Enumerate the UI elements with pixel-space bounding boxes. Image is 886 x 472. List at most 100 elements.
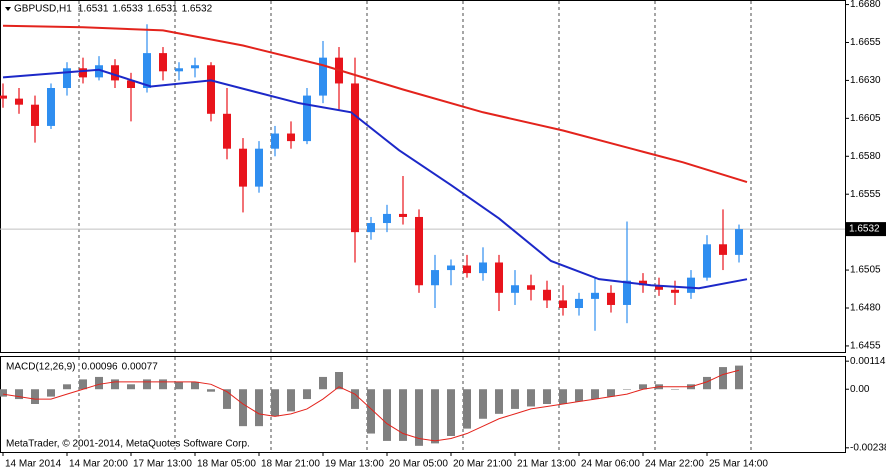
candle-body	[143, 53, 151, 88]
macd-bar	[239, 389, 247, 427]
macd-bar	[271, 389, 279, 417]
x-tick-label: 25 Mar 14:00	[709, 459, 768, 470]
candle-body	[671, 289, 679, 293]
x-tick-label: 21 Mar 13:00	[517, 459, 576, 470]
candle-body	[479, 262, 487, 274]
macd-bar	[511, 389, 519, 409]
macd-bar	[351, 389, 359, 409]
y-tick-label: 1.6580	[850, 151, 881, 162]
candle-body	[447, 265, 455, 271]
macd-bar	[671, 389, 679, 390]
macd-bar	[335, 372, 343, 390]
header-value: 0.00096	[81, 362, 118, 373]
header-value: 1.6532	[182, 4, 213, 15]
candle-body	[591, 292, 599, 299]
macd-bar	[463, 389, 471, 429]
macd-bar	[575, 389, 583, 402]
macd-bar	[319, 376, 327, 390]
macd-bar	[607, 389, 615, 397]
candle-body	[207, 65, 215, 114]
macd-bar	[495, 389, 503, 414]
candle-body	[735, 229, 743, 255]
candle-body	[399, 213, 407, 217]
x-tick-label: 24 Mar 06:00	[581, 459, 640, 470]
macd-bar	[703, 376, 711, 390]
macd-bar	[15, 389, 23, 400]
candle-body	[95, 65, 103, 78]
x-tick-label: 19 Mar 13:00	[325, 459, 384, 470]
candle-body	[719, 244, 727, 255]
candle-body	[31, 104, 39, 126]
y-tick-label: 1.6455	[850, 341, 881, 352]
candle-body	[607, 292, 615, 305]
macd-bar	[175, 381, 183, 390]
macd-bar	[31, 389, 39, 404]
y-tick-label: 1.6630	[850, 75, 881, 86]
candle-body	[367, 223, 375, 233]
macd-bar	[383, 389, 391, 441]
candle-body	[639, 280, 647, 286]
macd-bar	[735, 365, 743, 390]
macd-bar	[543, 389, 551, 404]
y-tick-label: 1.6505	[850, 265, 881, 276]
header-value: 1.6531	[78, 4, 109, 15]
macd-bar	[95, 376, 103, 390]
x-tick-label: 20 Mar 05:00	[389, 459, 448, 470]
macd-bar	[47, 389, 55, 397]
x-tick-label: 18 Mar 21:00	[261, 459, 320, 470]
candle-body	[463, 265, 471, 274]
signal-line	[2, 369, 740, 442]
panel-title: GBPUSD,H1	[14, 4, 72, 15]
candle-body	[159, 53, 167, 72]
candle-body	[63, 68, 71, 88]
macd-bar	[159, 379, 167, 390]
candle-body	[543, 289, 551, 301]
candle-body	[255, 148, 263, 187]
y-tick-label: 1.6480	[850, 303, 881, 314]
candle-body	[175, 68, 183, 72]
macd-bar	[591, 389, 599, 400]
header-value: 0.00077	[122, 362, 159, 373]
macd-bar	[79, 379, 87, 390]
macd-bar	[223, 389, 231, 409]
macd-bar	[447, 389, 455, 436]
x-tick-label: 20 Mar 21:00	[453, 459, 512, 470]
macd-bar	[559, 389, 567, 404]
price-panel	[0, 0, 846, 353]
macd-bar	[287, 389, 295, 412]
footer: MetaTrader, © 2001-2014, MetaQuotes Soft…	[6, 439, 250, 450]
x-tick-label: 17 Mar 13:00	[133, 459, 192, 470]
macd-bar	[399, 389, 407, 441]
candle-body	[79, 68, 87, 78]
y-tick-label: -0.00238	[850, 442, 886, 453]
y-tick-label: 1.6680	[850, 0, 881, 10]
candle-body	[303, 95, 311, 142]
candle-body	[623, 280, 631, 305]
x-tick-label: 24 Mar 22:00	[645, 459, 704, 470]
macd-bar	[639, 384, 647, 390]
macd-bar	[191, 381, 199, 390]
candle-body	[319, 57, 327, 96]
candle-body	[127, 80, 135, 88]
candle-body	[0, 95, 7, 99]
candle-body	[287, 133, 295, 142]
macd-bar	[719, 367, 727, 390]
moving-average	[2, 68, 748, 290]
candle-body	[687, 277, 695, 293]
candle-body	[383, 213, 391, 224]
candle-body	[271, 133, 279, 149]
header-value: 1.6531	[147, 4, 178, 15]
candle-body	[15, 98, 23, 105]
candle-body	[575, 298, 583, 308]
candle-body	[191, 65, 199, 69]
macd-bar	[367, 389, 375, 434]
candle-body	[527, 285, 535, 290]
y-tick-label: 0.00	[850, 384, 870, 395]
macd-bar	[255, 389, 263, 427]
macd-bar	[207, 389, 215, 392]
candle-body	[47, 88, 55, 126]
candle-body	[655, 285, 663, 290]
candle-body	[495, 262, 503, 293]
last-price-label: 1.6532	[849, 224, 880, 235]
